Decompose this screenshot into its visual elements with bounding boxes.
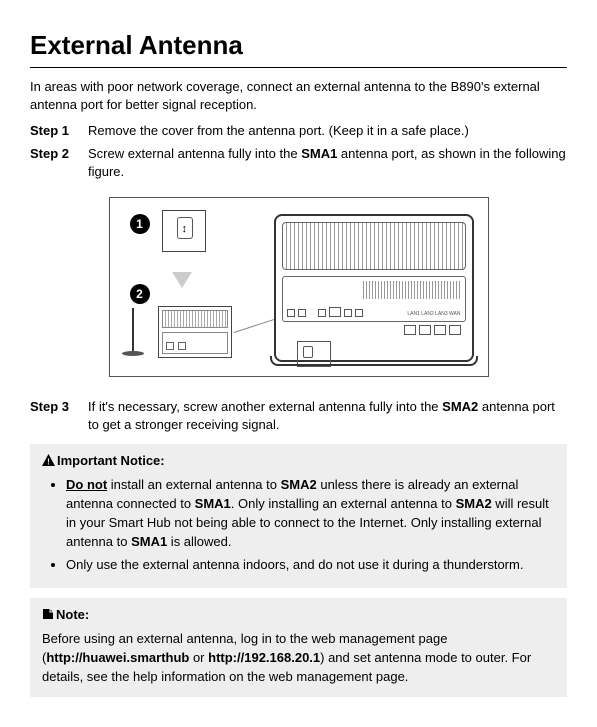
step-1: Step 1 Remove the cover from the antenna… bbox=[30, 122, 567, 140]
port bbox=[329, 307, 341, 317]
device-vents-top bbox=[282, 222, 466, 270]
external-antenna bbox=[120, 308, 146, 358]
callout-1: 1 bbox=[130, 214, 150, 234]
warning-icon: ! bbox=[42, 453, 55, 472]
antenna-install-figure: 1 ↕ 2 bbox=[109, 197, 489, 377]
important-notice-title: ! Important Notice: bbox=[42, 452, 555, 472]
rear-panel-detail bbox=[158, 306, 232, 358]
port bbox=[318, 309, 326, 317]
step-text: Remove the cover from the antenna port. … bbox=[88, 122, 567, 140]
step-label: Step 2 bbox=[30, 145, 88, 181]
lan-port bbox=[404, 325, 416, 335]
note-body: Before using an external antenna, log in… bbox=[42, 630, 555, 687]
step-text: Screw external antenna fully into the SM… bbox=[88, 145, 567, 181]
list-item: Do not install an external antenna to SM… bbox=[66, 476, 555, 551]
svg-text:!: ! bbox=[47, 458, 50, 467]
note-box: Note: Before using an external antenna, … bbox=[30, 598, 567, 696]
port bbox=[344, 309, 352, 317]
port bbox=[287, 309, 295, 317]
note-icon bbox=[42, 607, 54, 626]
arrow-down-icon bbox=[172, 272, 192, 288]
step-2: Step 2 Screw external antenna fully into… bbox=[30, 145, 567, 181]
step-3: Step 3 If it's necessary, screw another … bbox=[30, 398, 567, 434]
lan-port bbox=[419, 325, 431, 335]
device-vents-mid bbox=[361, 281, 461, 299]
step-text: If it's necessary, screw another externa… bbox=[88, 398, 567, 434]
figure-container: 1 ↕ 2 bbox=[30, 197, 567, 380]
port-strip: LAN1 LAN2 LAN3 WAN bbox=[287, 303, 461, 317]
lan-port bbox=[434, 325, 446, 335]
note-title: Note: bbox=[42, 606, 555, 626]
port bbox=[355, 309, 363, 317]
device-rear: LAN1 LAN2 LAN3 WAN bbox=[274, 214, 474, 362]
important-notice-box: ! Important Notice: Do not install an ex… bbox=[30, 444, 567, 588]
step-label: Step 3 bbox=[30, 398, 88, 434]
device-panel: LAN1 LAN2 LAN3 WAN bbox=[282, 276, 466, 322]
port-labels: LAN1 LAN2 LAN3 WAN bbox=[407, 311, 460, 317]
port bbox=[298, 309, 306, 317]
wan-port bbox=[449, 325, 461, 335]
cover-detail: ↕ bbox=[162, 210, 206, 252]
intro-text: In areas with poor network coverage, con… bbox=[30, 78, 567, 114]
device-feet bbox=[270, 356, 478, 366]
step-label: Step 1 bbox=[30, 122, 88, 140]
page-title: External Antenna bbox=[30, 30, 567, 61]
callout-2: 2 bbox=[130, 284, 150, 304]
title-divider bbox=[30, 67, 567, 68]
important-notice-list: Do not install an external antenna to SM… bbox=[42, 476, 555, 574]
list-item: Only use the external antenna indoors, a… bbox=[66, 556, 555, 575]
